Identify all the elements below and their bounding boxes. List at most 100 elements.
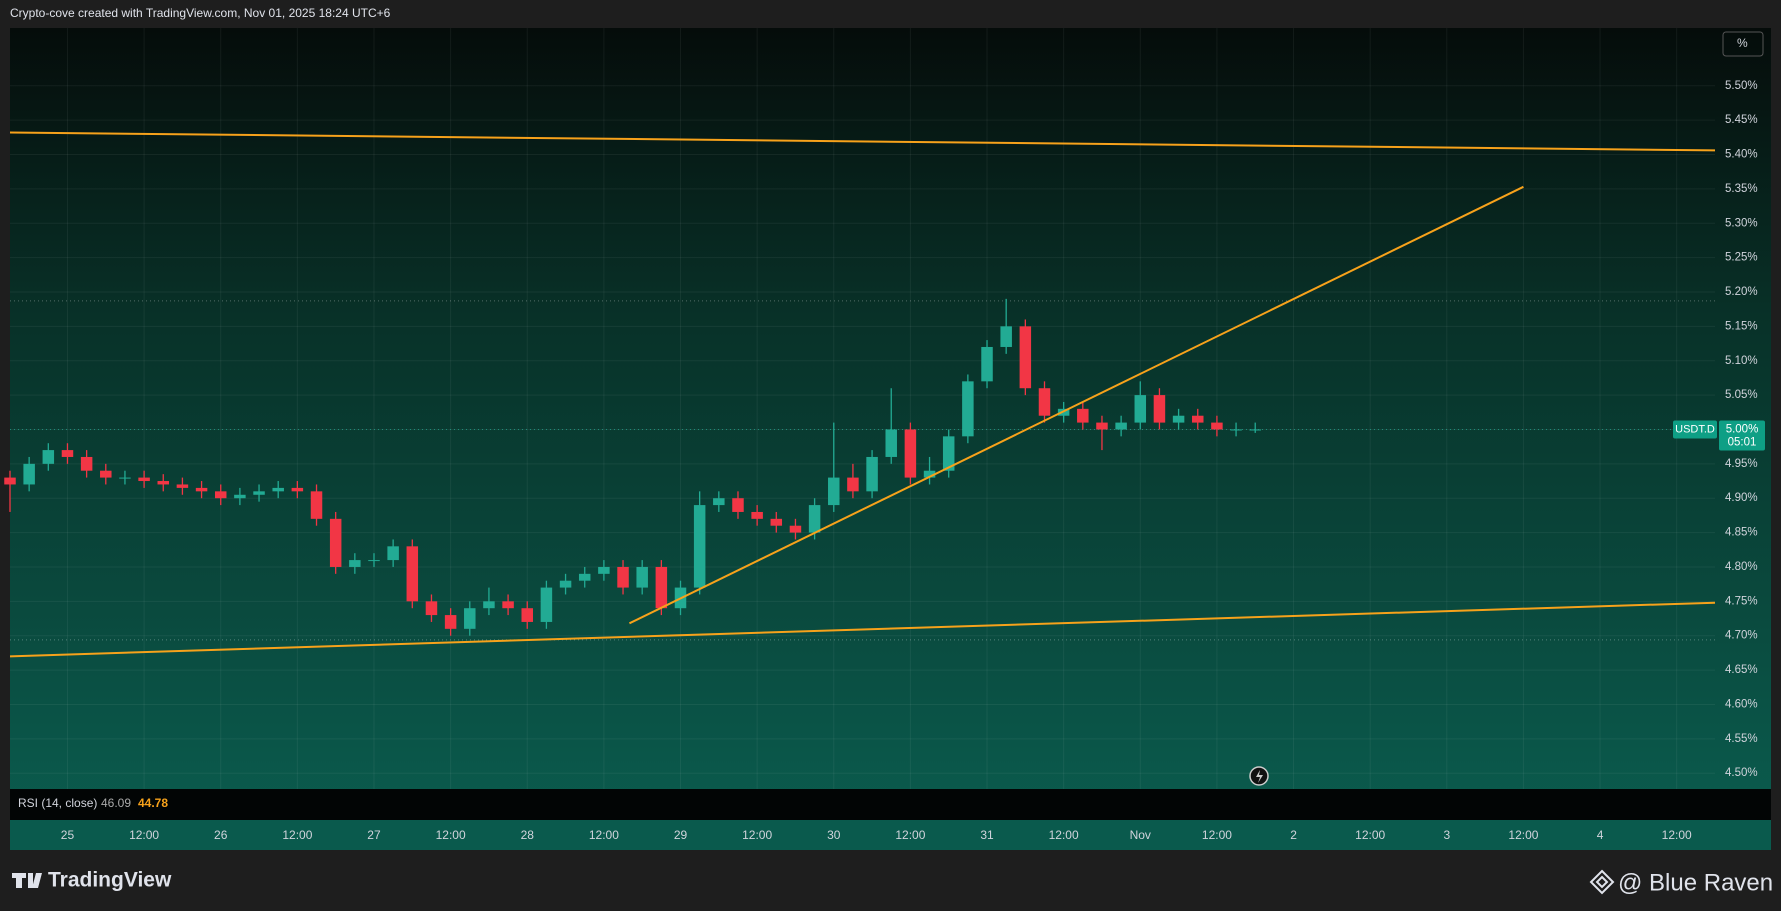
candle-body [942,436,955,471]
x-tick-label: 12:00 [1662,828,1692,842]
time-axis [10,820,1771,850]
brand: TradingView [48,869,172,892]
candle-body [636,566,648,588]
symbol-label: USDT.D [1675,423,1715,435]
candle-body [1096,422,1108,430]
y-tick-label: 5.45% [1725,114,1758,126]
x-tick-label: 12:00 [282,828,312,842]
x-tick-label: 12:00 [1508,828,1538,842]
candle-body [1038,388,1051,416]
price-label: 5.00% [1726,423,1759,435]
grid [10,28,1715,789]
x-tick-label: 12:00 [1202,828,1232,842]
candle-body [1077,408,1089,423]
candle-body [578,573,591,581]
x-tick-label: 30 [827,828,841,842]
candle-body [617,566,629,588]
candle-body [195,487,208,492]
candle-body [425,601,438,616]
candle-body [80,456,93,471]
y-tick-label: 4.75% [1725,595,1758,607]
y-tick-label: 5.20% [1725,286,1758,298]
x-tick-label: 29 [674,828,688,842]
y-tick-label: 5.05% [1725,389,1758,401]
y-tick-label: 5.25% [1725,252,1758,264]
trend-line [628,185,1524,625]
candle-body [234,494,246,499]
candle-body [1230,429,1242,431]
candle-body [61,450,74,457]
candle-body [253,491,265,495]
candle-body [444,615,457,629]
candle-body [502,601,514,609]
price-tag [1719,420,1765,451]
x-tick-label: 27 [367,828,381,842]
y-tick-label: 5.10% [1725,355,1758,367]
y-tick-label: 4.60% [1725,698,1758,710]
x-tick-label: 12:00 [436,828,466,842]
candle-body [540,587,553,622]
x-tick-label: 25 [61,828,75,842]
trend-line [9,601,1716,658]
candle-body [157,481,170,485]
symbol-tag [1673,420,1717,439]
x-tick-label: 3 [1443,828,1450,842]
scale-button[interactable] [1722,31,1764,57]
x-tick-label: 12:00 [742,828,772,842]
brand-logo [12,873,42,888]
candle-body [962,381,974,437]
candle-body [732,498,744,512]
candle-body [349,560,361,567]
x-tick-label: 12:00 [1049,828,1079,842]
candle-body [713,498,725,506]
candle-body [214,491,227,499]
candle-body [655,566,668,609]
candle-body [847,477,859,492]
candle-body [981,346,993,382]
rsi-value: 44.78 [138,796,168,810]
x-tick-label: 12:00 [1355,828,1385,842]
candle-body [808,505,821,533]
candle-body [1134,395,1147,423]
y-tick-label: 5.15% [1725,320,1758,332]
candle-body [828,477,840,506]
candle-body [176,484,189,488]
candle-body [1249,429,1261,431]
y-tick-label: 5.40% [1725,149,1758,161]
x-tick-label: 28 [521,828,535,842]
y-tick-label: 5.30% [1725,217,1758,229]
trend-line [9,131,1716,152]
rsi-label: RSI (14, close) [18,796,97,810]
candle-body [866,456,878,492]
scale-button-label[interactable]: % [1737,36,1748,50]
candle-body [42,450,55,464]
alert-bolt [1256,770,1263,783]
header: Crypto-cove created with TradingView.com… [10,6,391,20]
candle-body [598,566,610,574]
rsi-value: 46.09 [101,796,131,810]
x-tick-label: 2 [1290,828,1297,842]
candle-body [291,487,304,492]
labels: 4.50% 4.55% 4.60% 4.65% 4.70% 4.75% 4.80% 4.85%… [61,80,1765,842]
candle-body [1115,422,1127,430]
y-tick-label: 4.50% [1725,767,1758,779]
candle-body [904,429,917,478]
x-tick-label: Nov [1130,828,1151,842]
marks [4,131,1716,658]
x-tick-label: 12:00 [129,828,159,842]
y-tick-label: 4.85% [1725,527,1758,539]
candle-body [387,546,399,561]
candle-body [272,487,284,492]
candle-body [4,477,16,485]
candle-body [138,477,150,482]
candle-body [1000,326,1012,347]
x-tick-label: 26 [214,828,228,842]
candle-body [1172,415,1185,423]
y-tick-label: 4.55% [1725,733,1758,745]
countdown-label: 05:01 [1728,436,1757,448]
x-tick-label: 4 [1597,828,1604,842]
y-tick-label: 4.90% [1725,492,1758,504]
y-tick-label: 4.65% [1725,664,1758,676]
candle-body [751,511,763,519]
